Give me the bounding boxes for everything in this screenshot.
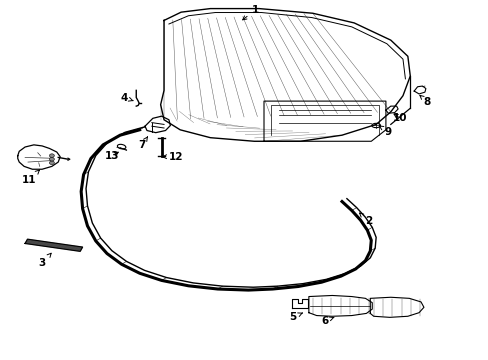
Text: 11: 11 [21, 170, 40, 185]
Text: 1: 1 [242, 5, 259, 20]
Text: 12: 12 [163, 152, 183, 162]
Polygon shape [25, 239, 82, 251]
Text: 9: 9 [379, 126, 391, 136]
Text: 13: 13 [104, 151, 119, 161]
Text: 8: 8 [419, 95, 430, 107]
Text: 10: 10 [392, 113, 407, 123]
Text: 3: 3 [39, 253, 51, 268]
Text: 2: 2 [359, 213, 372, 226]
Circle shape [49, 154, 54, 157]
Circle shape [49, 161, 54, 165]
Circle shape [49, 157, 54, 161]
Text: 7: 7 [138, 137, 147, 150]
Text: 5: 5 [289, 312, 302, 322]
Text: 6: 6 [321, 316, 333, 325]
Text: 4: 4 [120, 93, 133, 103]
